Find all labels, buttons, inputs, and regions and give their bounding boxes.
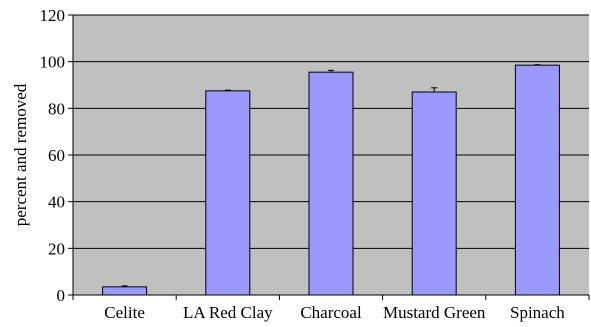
y-axis-title: percent and removed — [11, 83, 30, 226]
x-category-label: Celite — [104, 303, 145, 322]
bar-la-red-clay — [206, 91, 250, 295]
y-tick-label: 40 — [48, 193, 65, 212]
x-category-label: Spinach — [510, 303, 565, 322]
x-category-label: Charcoal — [300, 303, 362, 322]
bar-celite — [103, 287, 147, 295]
y-tick-labels: 0 20 40 60 80 100 120 — [40, 6, 66, 305]
y-tick-label: 80 — [48, 99, 65, 118]
category-labels: Celite LA Red Clay Charcoal Mustard Green Sp… — [104, 303, 565, 322]
x-category-label: LA Red Clay — [183, 303, 273, 322]
y-tick-label: 20 — [48, 239, 65, 258]
x-category-label: Mustard Green — [383, 303, 486, 322]
bar-charcoal — [309, 72, 353, 295]
y-tick-label: 0 — [57, 286, 66, 305]
bar-spinach — [515, 65, 559, 295]
y-tick-label: 100 — [40, 53, 66, 72]
bar-mustard-green — [412, 92, 456, 295]
y-tick-label: 120 — [40, 6, 66, 25]
y-tick-label: 60 — [48, 146, 65, 165]
